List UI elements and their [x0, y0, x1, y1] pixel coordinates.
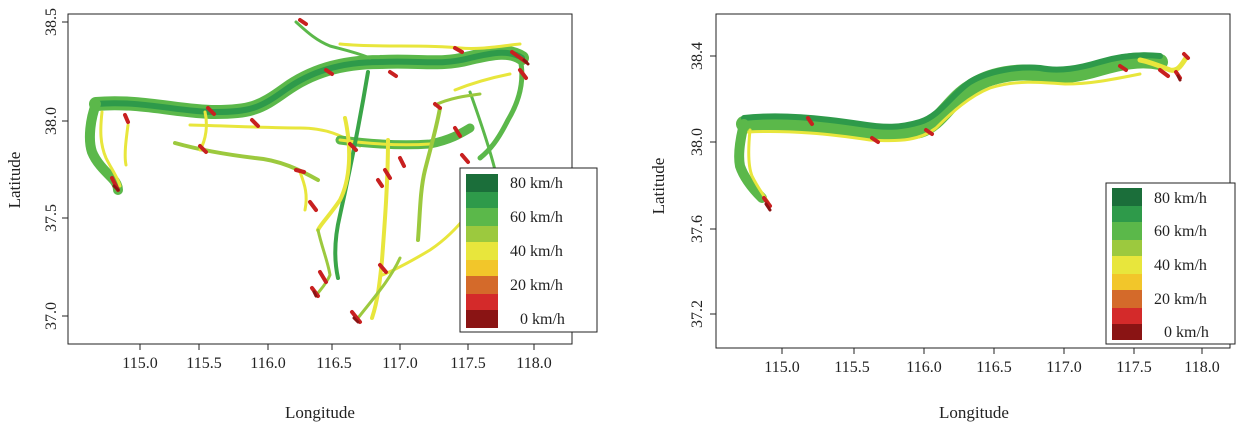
y-tick: 37.2 [689, 300, 706, 328]
map-panel-left: 115.0 115.5 116.0 116.5 117.0 117.5 118.… [0, 0, 600, 425]
y-tick: 37.0 [43, 302, 60, 330]
map-panel-right: 115.0 115.5 116.0 116.5 117.0 117.5 118.… [640, 0, 1236, 425]
track-ne-5 [433, 92, 482, 107]
y-tick: 38.0 [43, 107, 60, 135]
track-corridor-dark [741, 52, 1163, 130]
x-tick: 117.0 [382, 355, 417, 372]
track-south-3 [416, 106, 442, 242]
x-tick: 115.5 [834, 359, 869, 376]
track-east-end [1137, 55, 1189, 73]
x-tick: 118.0 [516, 355, 551, 372]
y-axis-title: Latitude [649, 158, 668, 215]
speed-legend: 80 km/h 60 km/h 40 km/h 20 km/h 0 km/h [1105, 182, 1236, 345]
x-tick: 116.5 [316, 355, 351, 372]
x-axis: 115.0 115.5 116.0 116.5 117.0 117.5 118.… [764, 348, 1220, 422]
legend-label: 60 km/h [510, 209, 563, 226]
x-tick: 118.0 [1184, 359, 1219, 376]
track-yellow-w2 [123, 123, 130, 167]
legend-label: 0 km/h [1164, 324, 1209, 341]
track-ne-2 [294, 20, 372, 60]
x-axis: 115.0 115.5 116.0 116.5 117.0 117.5 118.… [122, 344, 552, 422]
track-corridor [736, 52, 1168, 141]
track-yellow-mid [298, 170, 308, 212]
y-tick: 38.5 [43, 8, 60, 36]
x-axis-title: Longitude [285, 403, 355, 422]
track-south-6 [356, 256, 402, 320]
x-axis-title: Longitude [939, 403, 1009, 422]
x-tick: 117.5 [1116, 359, 1151, 376]
y-tick: 37.5 [43, 204, 60, 232]
x-tick: 115.5 [186, 355, 221, 372]
y-axis: 37.2 37.6 38.0 38.4 Latitude [649, 42, 716, 328]
track-west-loop-yellow [99, 110, 122, 188]
legend-label: 40 km/h [1154, 257, 1207, 274]
track-south-7 [314, 228, 332, 298]
track-vertical-green [333, 70, 370, 280]
legend-label: 80 km/h [1154, 190, 1207, 207]
track-west-loop [734, 119, 767, 203]
x-tick: 117.5 [450, 355, 485, 372]
track-layer [734, 52, 1190, 212]
y-axis: 37.0 37.5 38.0 38.5 Latitude [5, 8, 68, 330]
legend-label: 80 km/h [510, 175, 563, 192]
x-tick: 116.0 [250, 355, 285, 372]
x-tick: 115.0 [122, 355, 157, 372]
track-ne-3 [477, 55, 525, 161]
y-tick: 37.6 [689, 215, 706, 243]
map-left-svg: 115.0 115.5 116.0 116.5 117.0 117.5 118.… [5, 8, 598, 422]
legend-label: 0 km/h [520, 311, 565, 328]
map-right-svg: 115.0 115.5 116.0 116.5 117.0 117.5 118.… [649, 13, 1236, 422]
legend-label: 60 km/h [1154, 223, 1207, 240]
slow-spots [110, 18, 528, 324]
x-tick: 117.0 [1046, 359, 1081, 376]
y-tick: 38.4 [689, 42, 706, 70]
track-south-4 [468, 90, 497, 172]
x-tick: 115.0 [764, 359, 799, 376]
track-corridor-yellow [746, 72, 1142, 143]
stop-spots [764, 74, 1182, 212]
y-tick: 38.0 [689, 128, 706, 156]
legend-label: 20 km/h [1154, 291, 1207, 308]
speed-legend: 80 km/h 60 km/h 40 km/h 20 km/h 0 km/h [459, 167, 598, 333]
stop-spots [112, 58, 530, 324]
x-tick: 116.0 [906, 359, 941, 376]
legend-label: 40 km/h [510, 243, 563, 260]
track-corridor-main-inner [93, 49, 525, 115]
track-ne-4 [453, 72, 512, 92]
x-tick: 116.5 [976, 359, 1011, 376]
y-axis-title: Latitude [5, 152, 24, 209]
legend-label: 20 km/h [510, 277, 563, 294]
